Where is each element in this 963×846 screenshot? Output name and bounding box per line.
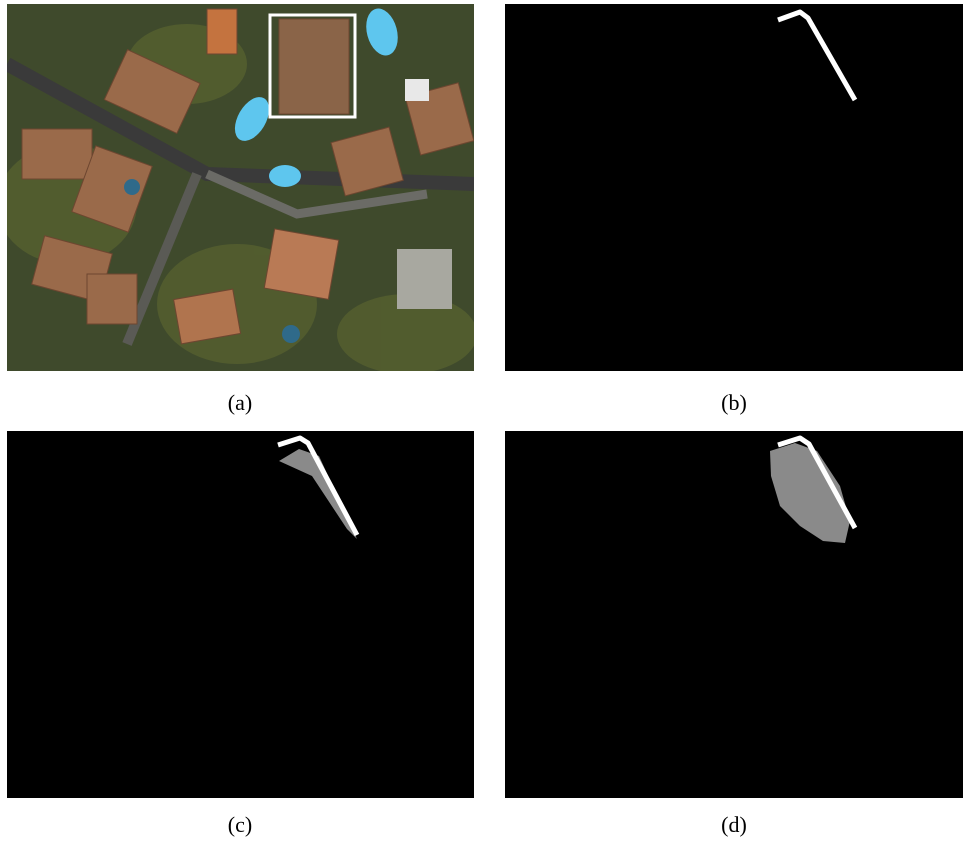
caption: (a) bbox=[180, 390, 300, 416]
caption: (b) bbox=[674, 390, 794, 416]
aerial-image bbox=[7, 4, 474, 371]
mask-image bbox=[505, 431, 963, 798]
mask-image bbox=[7, 431, 474, 798]
mask-image bbox=[505, 4, 963, 371]
figure: (a) (b) (c) (d) (() => { const data = JS… bbox=[0, 0, 963, 846]
caption: (c) bbox=[180, 812, 300, 838]
caption: (d) bbox=[674, 812, 794, 838]
